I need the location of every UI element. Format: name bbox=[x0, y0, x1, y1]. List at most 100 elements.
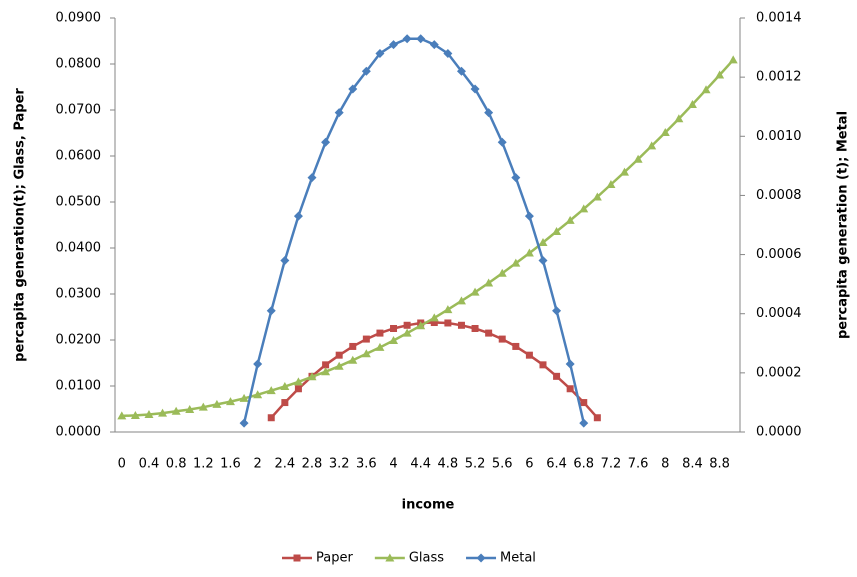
x-tick-label: 6 bbox=[525, 457, 533, 472]
data-point bbox=[185, 404, 195, 413]
data-point bbox=[158, 408, 168, 417]
data-point bbox=[579, 204, 589, 213]
data-point bbox=[552, 306, 562, 316]
data-point bbox=[485, 329, 493, 337]
data-point bbox=[266, 306, 276, 316]
data-point bbox=[471, 325, 479, 332]
data-point bbox=[402, 34, 412, 44]
data-point bbox=[443, 305, 453, 314]
data-point bbox=[484, 278, 494, 287]
data-point bbox=[280, 381, 290, 390]
data-point bbox=[538, 237, 548, 246]
data-point bbox=[524, 248, 534, 257]
data-point bbox=[293, 377, 303, 386]
y2-tick-label: 0.0004 bbox=[756, 306, 802, 321]
data-point bbox=[349, 342, 357, 350]
data-point bbox=[580, 399, 588, 407]
x-tick-label: 4 bbox=[389, 457, 397, 472]
data-point bbox=[470, 84, 480, 94]
y2-tick-label: 0.0014 bbox=[756, 11, 802, 26]
data-point bbox=[334, 108, 344, 118]
x-tick-label: 8.8 bbox=[709, 457, 730, 472]
y2-tick-label: 0.0008 bbox=[756, 188, 802, 203]
data-point bbox=[429, 313, 439, 322]
data-point bbox=[321, 367, 331, 376]
data-point bbox=[212, 399, 222, 408]
data-point bbox=[280, 255, 290, 265]
series-line bbox=[242, 37, 586, 424]
data-point bbox=[539, 361, 547, 369]
data-point bbox=[144, 410, 154, 419]
y-tick-label: 0.0500 bbox=[56, 195, 102, 210]
data-point bbox=[294, 385, 302, 393]
x-axis-title: income bbox=[402, 498, 455, 513]
data-point bbox=[511, 173, 521, 183]
x-tick-label: 5.6 bbox=[492, 457, 513, 472]
x-tick-label: 2.4 bbox=[274, 457, 295, 472]
data-point bbox=[117, 411, 127, 420]
data-point bbox=[553, 372, 561, 380]
y-tick-label: 0.0600 bbox=[56, 149, 102, 164]
data-point bbox=[484, 108, 494, 118]
data-point bbox=[416, 34, 426, 44]
legend-marker bbox=[385, 553, 395, 562]
x-tick-label: 4.8 bbox=[438, 457, 459, 472]
data-point bbox=[253, 359, 263, 369]
data-point bbox=[620, 167, 630, 176]
data-point bbox=[444, 319, 452, 327]
data-point bbox=[647, 141, 657, 150]
data-point bbox=[376, 329, 384, 337]
data-point bbox=[593, 414, 601, 422]
data-point bbox=[701, 85, 711, 94]
data-point bbox=[497, 268, 507, 277]
data-point bbox=[239, 393, 249, 402]
y-tick-label: 0.0800 bbox=[56, 57, 102, 72]
data-point bbox=[429, 40, 439, 50]
data-point bbox=[267, 414, 275, 422]
data-point bbox=[389, 335, 399, 344]
data-point bbox=[443, 48, 453, 58]
y-tick-label: 0.0000 bbox=[56, 425, 102, 440]
data-point bbox=[322, 361, 330, 369]
y2-tick-label: 0.0000 bbox=[756, 425, 802, 440]
data-point bbox=[565, 215, 575, 224]
data-point bbox=[633, 154, 643, 163]
data-point bbox=[456, 66, 466, 76]
data-point bbox=[225, 397, 235, 406]
data-point bbox=[715, 70, 725, 79]
x-tick-label: 2 bbox=[254, 457, 262, 472]
y2-tick-label: 0.0012 bbox=[756, 70, 802, 85]
x-tick-label: 7.2 bbox=[601, 457, 622, 472]
data-point bbox=[307, 173, 317, 183]
x-tick-label: 3.6 bbox=[356, 457, 377, 472]
y2-tick-label: 0.0006 bbox=[756, 247, 802, 262]
data-point bbox=[390, 325, 398, 332]
y-tick-label: 0.0300 bbox=[56, 287, 102, 302]
data-point bbox=[335, 351, 343, 359]
data-point bbox=[266, 386, 276, 395]
data-point bbox=[566, 385, 574, 393]
x-tick-label: 7.6 bbox=[628, 457, 649, 472]
data-point bbox=[524, 211, 534, 221]
y-tick-label: 0.0100 bbox=[56, 379, 102, 394]
data-point bbox=[512, 342, 520, 350]
x-tick-label: 0.4 bbox=[139, 457, 160, 472]
data-point bbox=[430, 319, 438, 327]
data-point bbox=[538, 255, 548, 265]
data-point bbox=[674, 114, 684, 123]
data-point bbox=[321, 137, 331, 147]
legend-label: Glass bbox=[409, 551, 444, 566]
x-tick-label: 8.4 bbox=[682, 457, 703, 472]
data-point bbox=[307, 372, 317, 381]
y-axis-title: percapita generation(t); Glass, Paper bbox=[13, 88, 28, 362]
data-point bbox=[416, 321, 426, 330]
legend-label: Metal bbox=[500, 551, 536, 566]
data-point bbox=[660, 128, 670, 137]
x-tick-label: 0.8 bbox=[166, 457, 187, 472]
data-point bbox=[592, 192, 602, 201]
data-point bbox=[511, 258, 521, 267]
data-point bbox=[389, 40, 399, 50]
series-line bbox=[270, 321, 599, 419]
